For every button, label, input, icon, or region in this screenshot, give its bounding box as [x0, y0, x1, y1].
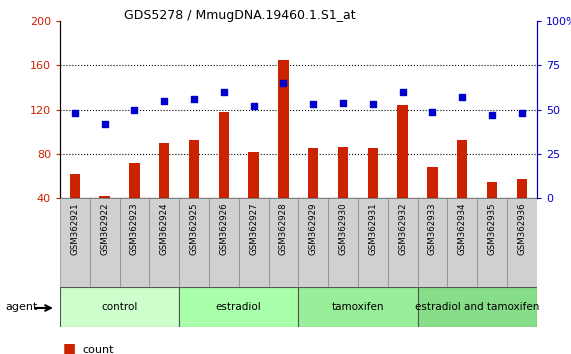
Text: GDS5278 / MmugDNA.19460.1.S1_at: GDS5278 / MmugDNA.19460.1.S1_at: [124, 9, 356, 22]
Text: GSM362932: GSM362932: [398, 202, 407, 255]
Point: [190, 96, 199, 102]
Point: [100, 121, 109, 127]
Text: GSM362925: GSM362925: [190, 202, 199, 255]
Bar: [179, 287, 299, 327]
Bar: [358, 198, 388, 287]
Bar: [417, 287, 537, 327]
Bar: [239, 198, 268, 287]
Point: [130, 107, 139, 113]
Text: GSM362931: GSM362931: [368, 202, 377, 255]
Text: count: count: [83, 346, 114, 354]
Text: tamoxifen: tamoxifen: [332, 302, 384, 312]
Bar: [368, 148, 378, 242]
Bar: [150, 198, 179, 287]
Text: GSM362930: GSM362930: [339, 202, 348, 255]
Bar: [427, 167, 437, 242]
Bar: [248, 152, 259, 242]
Text: GSM362922: GSM362922: [100, 202, 109, 255]
Text: GSM362923: GSM362923: [130, 202, 139, 255]
Point: [458, 95, 467, 100]
Bar: [447, 198, 477, 287]
Bar: [457, 139, 468, 242]
Bar: [299, 198, 328, 287]
Bar: [338, 147, 348, 242]
Bar: [517, 179, 527, 242]
Bar: [278, 60, 289, 242]
Text: ■: ■: [63, 342, 76, 354]
Bar: [268, 198, 298, 287]
Text: estradiol and tamoxifen: estradiol and tamoxifen: [415, 302, 540, 312]
Bar: [308, 148, 319, 242]
Text: GSM362924: GSM362924: [160, 202, 169, 255]
Bar: [189, 139, 199, 242]
Point: [70, 110, 79, 116]
Bar: [209, 198, 239, 287]
Text: GSM362936: GSM362936: [517, 202, 526, 255]
Bar: [487, 182, 497, 242]
Bar: [507, 198, 537, 287]
Text: GSM362933: GSM362933: [428, 202, 437, 255]
Point: [428, 109, 437, 114]
Text: GSM362928: GSM362928: [279, 202, 288, 255]
Bar: [90, 198, 119, 287]
Bar: [60, 198, 90, 287]
Bar: [477, 198, 507, 287]
Point: [309, 102, 318, 107]
Bar: [299, 287, 417, 327]
Bar: [129, 163, 140, 242]
Bar: [60, 287, 179, 327]
Bar: [70, 174, 80, 242]
Text: agent: agent: [6, 302, 38, 312]
Point: [398, 89, 407, 95]
Text: GSM362926: GSM362926: [219, 202, 228, 255]
Point: [219, 89, 228, 95]
Bar: [417, 198, 447, 287]
Text: GSM362921: GSM362921: [70, 202, 79, 255]
Bar: [328, 198, 358, 287]
Bar: [119, 198, 150, 287]
Point: [517, 110, 526, 116]
Text: GSM362935: GSM362935: [488, 202, 497, 255]
Text: GSM362934: GSM362934: [458, 202, 467, 255]
Point: [279, 80, 288, 86]
Text: control: control: [102, 302, 138, 312]
Bar: [99, 196, 110, 242]
Bar: [388, 198, 417, 287]
Point: [488, 112, 497, 118]
Bar: [179, 198, 209, 287]
Text: GSM362927: GSM362927: [249, 202, 258, 255]
Bar: [159, 143, 170, 242]
Text: estradiol: estradiol: [216, 302, 262, 312]
Point: [249, 103, 258, 109]
Bar: [219, 112, 229, 242]
Point: [339, 100, 348, 105]
Bar: [397, 105, 408, 242]
Point: [368, 102, 377, 107]
Text: GSM362929: GSM362929: [309, 202, 317, 255]
Point: [160, 98, 169, 104]
